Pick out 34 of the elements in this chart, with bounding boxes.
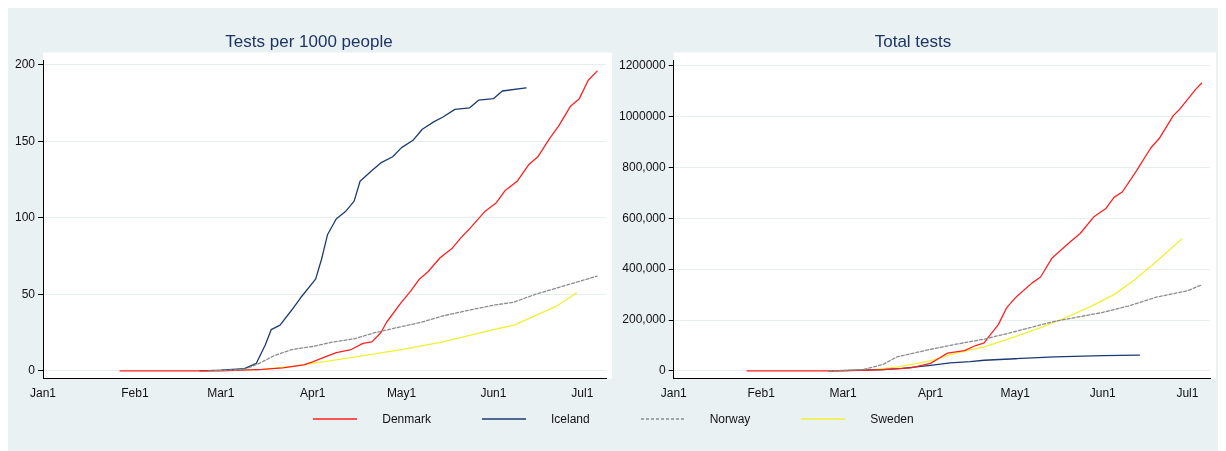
line-series — [828, 284, 1203, 372]
chart-title: Tests per 1000 people — [225, 31, 393, 51]
x-tick-label: Feb1 — [121, 386, 149, 401]
y-tick-label: 0 — [659, 363, 667, 378]
legend-label: Sweden — [870, 412, 914, 426]
x-tick-label: Apr1 — [299, 386, 326, 401]
y-tick-label: 1200000 — [619, 57, 667, 72]
y-tick-label: 200 — [14, 57, 36, 72]
y-tick-label: 100 — [14, 210, 36, 225]
x-tick-label: May1 — [1000, 386, 1031, 401]
x-tick-label: Jun1 — [1089, 386, 1117, 401]
line-series — [208, 275, 598, 372]
x-tick-label: Jan1 — [660, 386, 688, 401]
y-tick-label: 800,000 — [622, 159, 667, 174]
legend-label: Denmark — [382, 412, 431, 426]
x-tick-label: Apr1 — [917, 386, 944, 401]
x-tick-label: Jul1 — [1176, 386, 1199, 401]
y-tick-label: 600,000 — [622, 210, 667, 225]
y-tick-label: 1000000 — [619, 108, 667, 123]
x-tick-label: Mar1 — [207, 386, 235, 401]
x-tick-label: May1 — [386, 386, 417, 401]
y-tick-label: 150 — [14, 133, 36, 148]
chart-title: Total tests — [874, 31, 952, 51]
x-tick-label: Jan1 — [30, 386, 57, 401]
legend-label: Norway — [709, 412, 751, 426]
x-tick-label: Jul1 — [571, 386, 594, 401]
y-tick-label: 0 — [28, 363, 36, 378]
y-tick-label: 200,000 — [622, 312, 667, 327]
x-tick-label: Feb1 — [747, 386, 776, 401]
x-tick-label: Mar1 — [829, 386, 858, 401]
y-tick-label: 400,000 — [622, 261, 667, 276]
x-tick-label: Jun1 — [480, 386, 507, 401]
y-tick-label: 50 — [21, 286, 36, 301]
legend-label: Iceland — [550, 412, 590, 426]
